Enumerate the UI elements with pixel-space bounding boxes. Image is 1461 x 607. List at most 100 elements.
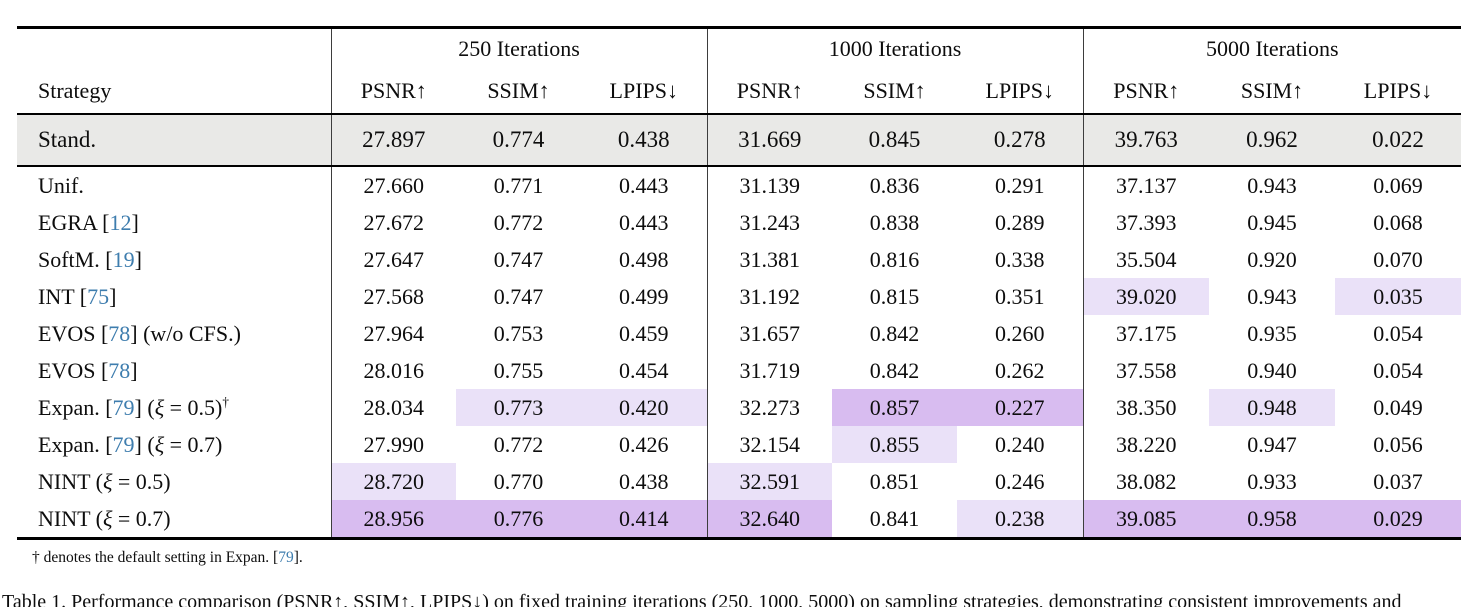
citation-ref[interactable]: 79 (278, 549, 294, 566)
metric-value: 0.845 (832, 114, 958, 166)
citation-ref[interactable]: 78 (108, 358, 131, 383)
table-footnote: † denotes the default setting in Expan. … (32, 549, 303, 567)
table-row: Unif. 27.660 0.771 0.443 31.139 0.836 0.291 37.… (17, 166, 1461, 204)
metric-value: 35.504 (1082, 241, 1210, 278)
lpips-header: LPIPS↓ (609, 78, 678, 103)
metric-value: 0.933 (1247, 469, 1297, 494)
citation-ref[interactable]: 79 (112, 395, 135, 420)
metric-value: 0.260 (995, 321, 1045, 346)
table-row: EVOS [78] (w/o CFS.) 27.964 0.753 0.459 31.6… (17, 315, 1461, 352)
metric-value: 31.669 (706, 114, 833, 166)
group-header-5000: 5000 Iterations (1082, 27, 1461, 69)
header-spacer (17, 28, 331, 70)
metric-value: 0.443 (619, 210, 669, 235)
metric-value: 27.897 (330, 114, 456, 166)
citation-ref[interactable]: 78 (108, 321, 131, 346)
metric-value: 0.068 (1373, 210, 1423, 235)
metric-value: 0.948 (1209, 389, 1336, 426)
metric-value: 0.857 (832, 389, 958, 426)
metric-value: 0.420 (581, 389, 708, 426)
metric-value: 0.035 (1335, 278, 1461, 315)
xi-symbol: ξ (102, 469, 113, 494)
strategy-label: Unif. (38, 173, 84, 198)
table-row: SoftM. [19] 27.647 0.747 0.498 31.381 0.816 0.… (17, 241, 1461, 278)
metric-value: 0.772 (493, 432, 544, 457)
strategy-label: EVOS [78] (38, 358, 138, 383)
metric-value: 38.350 (1082, 389, 1210, 426)
ssim-header: SSIM↑ (863, 78, 926, 103)
metric-value: 28.956 (330, 500, 456, 539)
metric-value: 0.240 (995, 432, 1045, 457)
strategy-column-header: Strategy (38, 78, 112, 103)
metric-value: 0.338 (995, 247, 1045, 272)
metric-value: 0.962 (1209, 114, 1336, 166)
metric-value: 0.056 (1373, 432, 1423, 457)
metric-value: 0.291 (995, 173, 1045, 198)
metric-value: 0.958 (1209, 500, 1336, 539)
metric-value: 0.498 (619, 247, 669, 272)
strategy-label: Expan. [79] (ξ = 0.5)† (38, 394, 229, 420)
metric-value: 0.776 (456, 500, 581, 539)
xi-symbol: ξ (102, 506, 113, 531)
metric-value: 31.192 (706, 278, 833, 315)
metric-value: 0.069 (1373, 173, 1423, 198)
psnr-header: PSNR↑ (706, 69, 833, 114)
metric-value: 0.454 (619, 358, 669, 383)
table-caption-clipped: Table 1. Performance comparison (PSNR↑, … (2, 591, 1402, 607)
metric-value: 0.070 (1373, 247, 1423, 272)
metric-value: 0.289 (995, 210, 1045, 235)
xi-symbol: ξ (154, 395, 165, 420)
metric-value: 0.755 (493, 358, 544, 383)
metric-value: 0.459 (619, 321, 669, 346)
citation-ref[interactable]: 19 (112, 247, 135, 272)
table-row: Expan. [79] (ξ = 0.5)† 28.034 0.773 0.420 32… (17, 389, 1461, 426)
group-header-250: 250 Iterations (330, 27, 708, 69)
metric-value: 0.054 (1373, 321, 1423, 346)
metric-value: 0.238 (957, 500, 1084, 539)
metric-value: 0.920 (1247, 247, 1297, 272)
metric-value: 0.816 (869, 247, 920, 272)
strategy-label: EGRA [12] (38, 210, 139, 235)
metric-value: 0.426 (619, 432, 669, 457)
metric-value: 0.037 (1373, 469, 1423, 494)
group-header-1000: 1000 Iterations (706, 27, 1084, 69)
metric-value: 32.640 (706, 500, 833, 539)
metric-value: 0.771 (493, 173, 544, 198)
table-row: Expan. [79] (ξ = 0.7) 27.990 0.772 0.426 32.… (17, 426, 1461, 463)
metric-value: 37.137 (1082, 166, 1210, 204)
metric-value: 0.443 (619, 173, 669, 198)
metric-value: 38.220 (1082, 426, 1210, 463)
metric-value: 27.990 (330, 426, 456, 463)
metric-value: 0.841 (869, 506, 920, 531)
baseline-row: Stand. 27.897 0.774 0.438 31.669 0.845 0… (17, 114, 1461, 166)
metric-value: 0.836 (869, 173, 920, 198)
metric-value: 31.243 (706, 204, 833, 241)
strategy-label: SoftM. [19] (38, 247, 142, 272)
metric-value: 28.034 (330, 389, 456, 426)
metric-value: 0.815 (869, 284, 920, 309)
metric-value: 38.082 (1082, 463, 1210, 500)
metric-value: 0.943 (1247, 284, 1297, 309)
citation-ref[interactable]: 75 (87, 284, 110, 309)
xi-symbol: ξ (154, 432, 165, 457)
metric-value: 0.414 (581, 500, 708, 539)
metric-value: 31.139 (706, 166, 833, 204)
metric-value: 28.016 (330, 352, 456, 389)
metric-value: 0.851 (869, 469, 920, 494)
metric-value: 0.054 (1373, 358, 1423, 383)
citation-ref[interactable]: 79 (112, 432, 135, 457)
citation-ref[interactable]: 12 (109, 210, 132, 235)
metric-value: 0.438 (619, 469, 669, 494)
strategy-label: NINT (ξ = 0.5) (38, 469, 171, 494)
metric-value: 32.591 (706, 463, 833, 500)
metric-value: 39.763 (1082, 114, 1210, 166)
strategy-label: EVOS [78] (w/o CFS.) (38, 321, 241, 346)
metric-value: 32.273 (706, 389, 833, 426)
metric-value: 0.945 (1247, 210, 1297, 235)
psnr-header: PSNR↑ (330, 69, 456, 114)
lpips-header: LPIPS↓ (985, 78, 1054, 103)
metric-value: 0.842 (869, 358, 920, 383)
metric-value: 31.657 (706, 315, 833, 352)
dagger-footnote-marker: † (222, 394, 229, 410)
